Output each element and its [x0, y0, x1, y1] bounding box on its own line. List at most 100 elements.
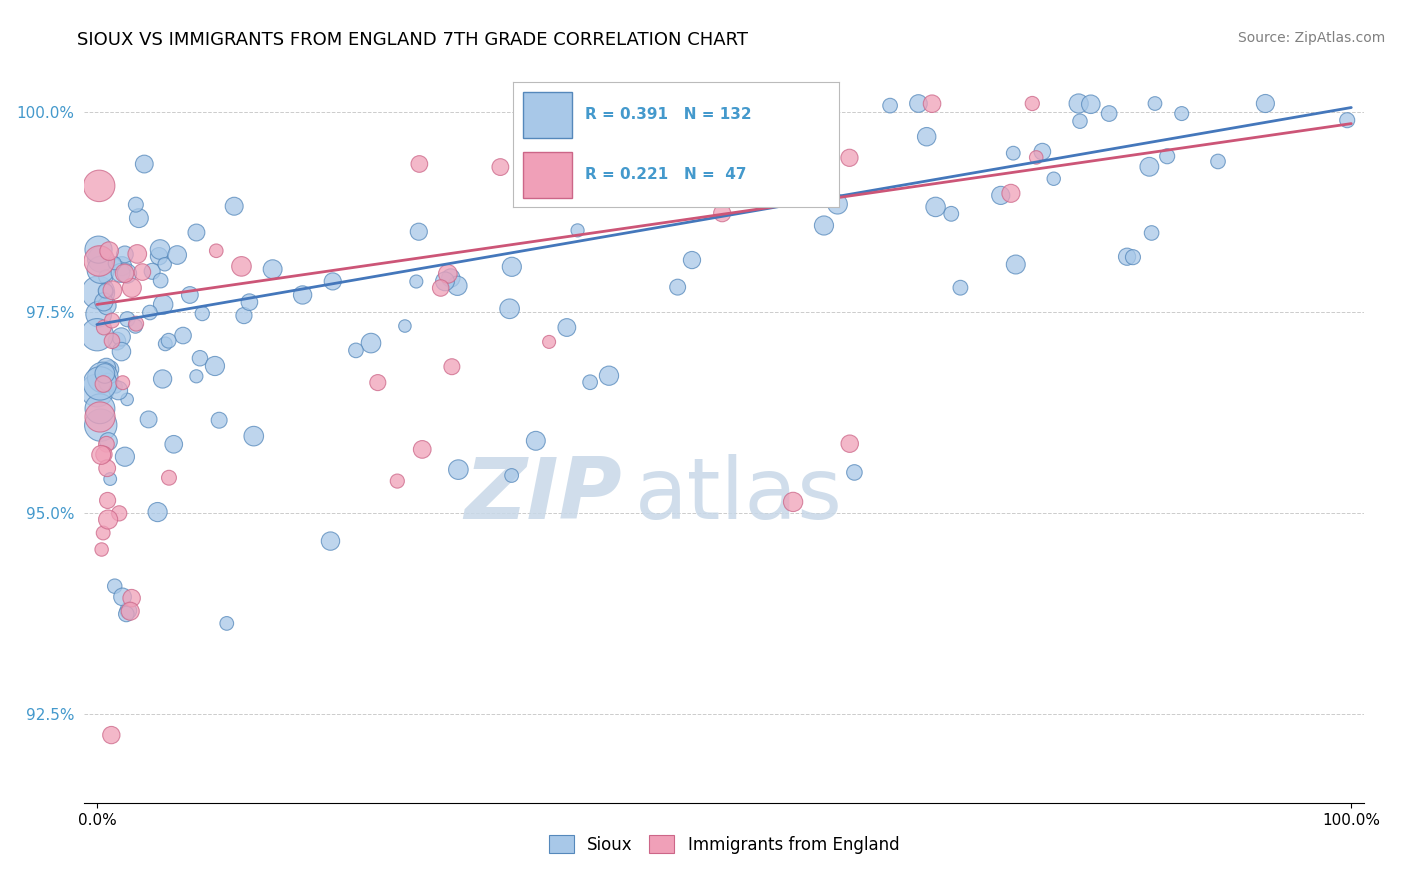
- Text: atlas: atlas: [634, 454, 842, 537]
- Point: [498, 301, 520, 316]
- Point: [440, 359, 463, 374]
- Point: [172, 328, 194, 343]
- Point: [711, 206, 734, 220]
- Point: [1254, 96, 1277, 111]
- Point: [97, 434, 120, 449]
- Point: [1143, 96, 1166, 111]
- Point: [924, 200, 946, 214]
- Point: [1140, 226, 1163, 240]
- Point: [86, 384, 108, 398]
- Point: [1122, 250, 1144, 264]
- Point: [322, 274, 344, 288]
- Point: [360, 336, 382, 351]
- Point: [153, 257, 176, 271]
- Point: [97, 512, 120, 526]
- Point: [90, 263, 112, 277]
- Point: [638, 146, 661, 161]
- Point: [666, 280, 689, 294]
- Point: [724, 178, 747, 193]
- Point: [1137, 160, 1160, 174]
- Point: [94, 285, 117, 299]
- Point: [100, 728, 122, 742]
- Point: [224, 199, 246, 213]
- Point: [773, 115, 796, 129]
- Point: [111, 259, 134, 273]
- Point: [110, 344, 132, 359]
- Point: [367, 376, 389, 390]
- Point: [94, 270, 117, 285]
- Point: [915, 129, 938, 144]
- Point: [1002, 146, 1025, 161]
- Point: [141, 264, 163, 278]
- Point: [114, 266, 136, 280]
- Point: [291, 288, 314, 302]
- Point: [408, 157, 430, 171]
- Point: [529, 192, 551, 206]
- Point: [205, 244, 228, 258]
- Point: [827, 197, 849, 211]
- Point: [186, 226, 208, 240]
- Point: [440, 271, 463, 285]
- Point: [344, 343, 367, 358]
- Point: [97, 493, 120, 508]
- Point: [688, 166, 710, 180]
- Point: [108, 507, 131, 521]
- Point: [231, 260, 253, 274]
- Point: [96, 461, 118, 475]
- Point: [1170, 106, 1192, 120]
- Point: [157, 334, 180, 348]
- Point: [433, 274, 456, 288]
- Point: [97, 376, 120, 390]
- Point: [121, 591, 143, 606]
- Point: [1080, 97, 1102, 112]
- Point: [139, 305, 162, 319]
- Point: [110, 330, 132, 344]
- Point: [429, 281, 451, 295]
- Point: [86, 327, 108, 342]
- Point: [125, 317, 148, 331]
- Point: [838, 151, 860, 165]
- Point: [238, 295, 260, 310]
- Point: [1000, 186, 1022, 201]
- Point: [208, 413, 231, 427]
- Point: [120, 604, 142, 618]
- Point: [124, 319, 146, 334]
- Text: ZIP: ZIP: [464, 454, 621, 537]
- Point: [152, 297, 174, 311]
- Point: [447, 462, 470, 476]
- Point: [844, 466, 866, 480]
- Point: [813, 219, 835, 233]
- Point: [191, 306, 214, 320]
- Point: [567, 223, 589, 237]
- Point: [1067, 96, 1090, 111]
- Point: [186, 369, 208, 384]
- Point: [111, 376, 134, 390]
- Point: [524, 434, 547, 448]
- Point: [107, 384, 129, 398]
- Point: [233, 309, 256, 323]
- Point: [96, 360, 118, 375]
- Point: [1042, 171, 1064, 186]
- Point: [879, 98, 901, 112]
- Point: [114, 450, 136, 464]
- Point: [89, 376, 111, 391]
- Point: [128, 211, 150, 226]
- Y-axis label: 7th Grade: 7th Grade: [0, 399, 3, 475]
- Point: [215, 616, 238, 631]
- Point: [148, 249, 170, 263]
- Point: [681, 253, 703, 268]
- Point: [146, 505, 169, 519]
- Point: [93, 320, 115, 334]
- Point: [408, 225, 430, 239]
- Point: [773, 186, 796, 201]
- Point: [1031, 145, 1053, 159]
- Point: [1098, 106, 1121, 120]
- Point: [87, 285, 110, 300]
- Point: [131, 265, 153, 279]
- Point: [242, 429, 264, 443]
- Point: [394, 319, 416, 334]
- Point: [575, 167, 598, 181]
- Point: [98, 244, 121, 258]
- Point: [115, 392, 138, 407]
- Point: [98, 362, 121, 376]
